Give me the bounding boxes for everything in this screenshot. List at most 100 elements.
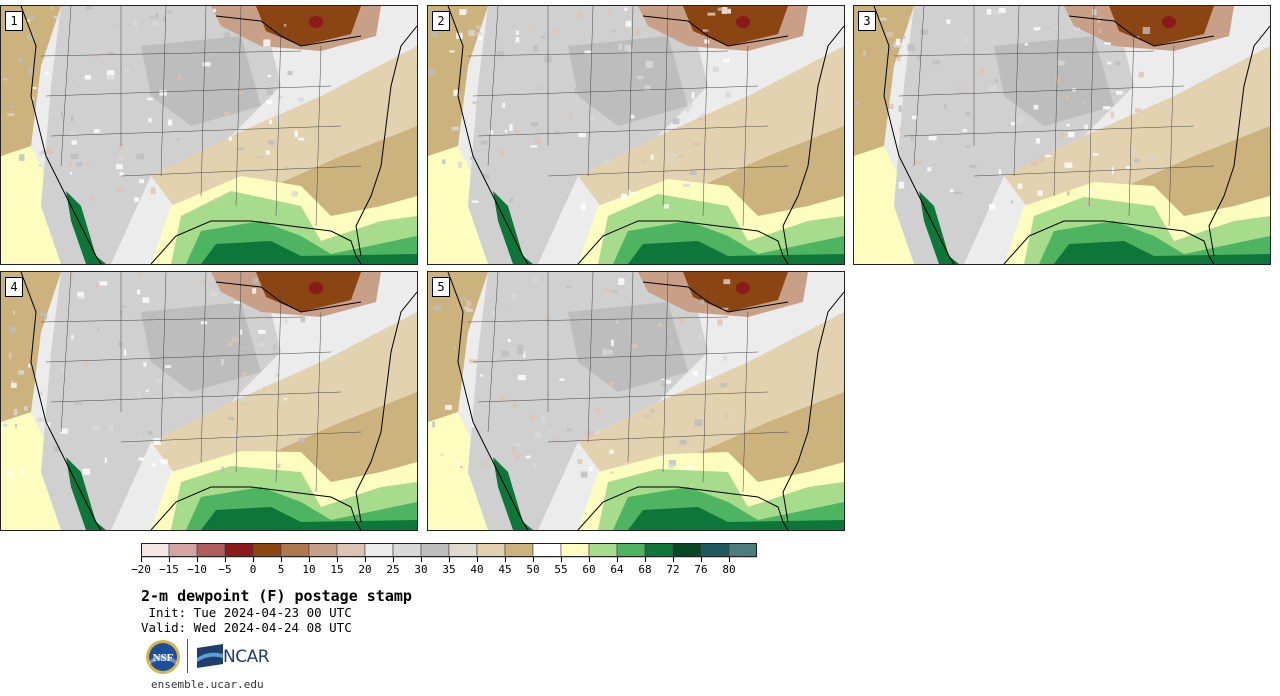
speckle <box>518 374 526 381</box>
speckle <box>228 416 235 420</box>
great-lakes-outline <box>642 281 789 313</box>
speckle <box>624 44 631 52</box>
speckle <box>69 172 73 175</box>
canada-driest-spot <box>309 282 323 294</box>
speckle <box>460 296 466 301</box>
speckle <box>233 301 241 304</box>
plains-dry-area <box>141 36 261 126</box>
dewpoint-band-68 <box>1054 241 1270 264</box>
speckle <box>483 461 489 466</box>
dewpoint-band-40 <box>151 46 417 216</box>
colorbar-tick-label: 72 <box>666 563 680 576</box>
plains-dry-area <box>141 302 261 392</box>
speckle <box>1113 92 1116 96</box>
speckle <box>986 8 992 15</box>
mexico-coast-moist <box>919 191 959 264</box>
speckle <box>988 204 996 210</box>
speckle <box>965 111 971 116</box>
speckle <box>1060 131 1065 139</box>
speckle <box>480 140 488 145</box>
speckle <box>686 466 693 470</box>
speckle <box>957 84 962 92</box>
speckle <box>497 51 505 57</box>
speckle <box>723 58 730 63</box>
speckle <box>137 391 141 399</box>
panel-number-3: 3 <box>858 11 876 31</box>
speckle <box>150 187 156 195</box>
speckle <box>37 417 45 422</box>
speckle <box>897 54 901 61</box>
speckle <box>275 115 282 122</box>
speckle <box>240 329 243 335</box>
speckle <box>277 463 281 468</box>
speckle <box>148 118 152 123</box>
speckle <box>1017 183 1023 189</box>
colorbar-tick-label: 30 <box>414 563 428 576</box>
speckle <box>595 408 601 414</box>
speckle <box>428 69 436 77</box>
speckle <box>238 147 244 151</box>
speckle <box>453 89 459 96</box>
speckle <box>139 436 142 441</box>
speckle <box>163 16 166 21</box>
speckle <box>664 204 669 209</box>
speckle <box>566 285 572 289</box>
speckle <box>1130 148 1137 151</box>
speckle <box>514 453 520 461</box>
speckle <box>213 198 218 202</box>
speckle <box>895 38 901 46</box>
speckle <box>609 381 614 387</box>
canada-driest-spot <box>1162 16 1176 28</box>
colorbar-swatch <box>672 543 702 558</box>
speckle <box>181 93 187 101</box>
speckle <box>514 442 521 446</box>
speckle <box>248 396 252 400</box>
speckle <box>50 6 53 11</box>
speckle <box>149 16 155 19</box>
speckle <box>273 344 276 351</box>
speckle <box>879 17 887 21</box>
dewpoint-band-40 <box>578 46 844 216</box>
speckle <box>432 32 438 38</box>
speckle <box>691 92 695 99</box>
colorbar-outline <box>141 543 757 557</box>
speckle <box>645 60 651 68</box>
speckle <box>643 414 650 418</box>
speckle <box>1111 167 1114 175</box>
speckle <box>500 150 505 157</box>
speckle <box>47 147 54 154</box>
speckle <box>71 335 74 340</box>
speckle <box>549 430 552 434</box>
speckle <box>928 136 937 141</box>
speckle <box>992 9 1001 16</box>
speckle <box>932 60 940 65</box>
canada-very-dry-area <box>256 6 361 46</box>
speckle <box>693 142 701 146</box>
speckle <box>1010 122 1016 126</box>
speckle <box>90 195 94 202</box>
speckle <box>294 130 298 138</box>
speckle <box>509 124 513 131</box>
speckle <box>119 172 124 177</box>
speckle <box>106 70 115 76</box>
speckle <box>70 154 79 159</box>
great-lakes-outline <box>642 15 789 47</box>
colorbar-tick-label: 80 <box>722 563 736 576</box>
speckle <box>1054 77 1061 84</box>
canada-very-dry-area <box>1109 6 1214 46</box>
speckle <box>143 362 147 367</box>
panel-number-4: 4 <box>5 277 23 297</box>
speckle <box>704 39 710 44</box>
speckle <box>181 314 188 322</box>
speckle <box>258 329 266 334</box>
speckle <box>723 279 731 285</box>
logo-divider <box>187 639 188 673</box>
speckle <box>453 346 456 349</box>
speckle <box>1134 108 1142 112</box>
gulf-coastline <box>150 486 362 530</box>
speckle <box>694 419 703 427</box>
colorbar-swatch <box>392 543 422 558</box>
speckle <box>1097 17 1101 23</box>
speckle <box>17 370 25 375</box>
colorbar-tick-label: 25 <box>386 563 400 576</box>
